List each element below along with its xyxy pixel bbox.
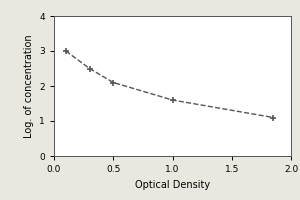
Y-axis label: Log. of concentration: Log. of concentration — [24, 34, 34, 138]
X-axis label: Optical Density: Optical Density — [135, 180, 210, 190]
